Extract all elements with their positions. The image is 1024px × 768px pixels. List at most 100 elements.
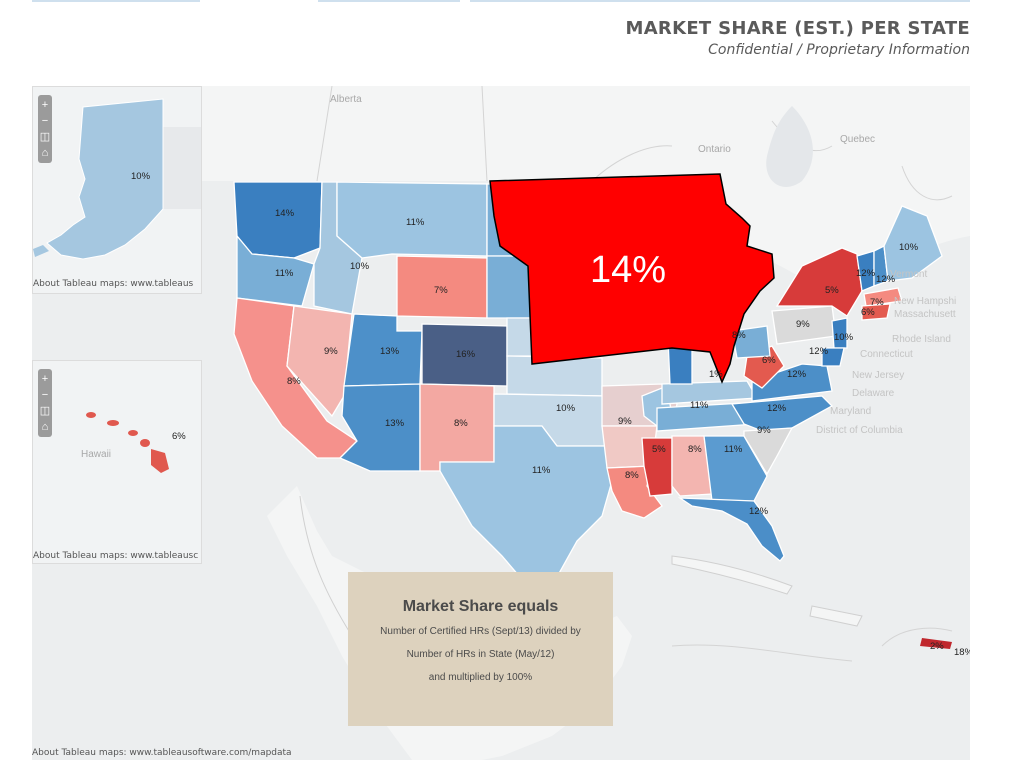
hawaii-map-controls: + − ◫ ⌂ [38, 369, 52, 437]
state-south-carolina[interactable] [743, 427, 794, 476]
zoom-in-icon[interactable]: + [41, 373, 49, 385]
label-massachusetts: 7% [870, 297, 884, 308]
legend-line-2: Number of HRs in State (May/12) [406, 649, 555, 660]
geo-label-alberta: Alberta [330, 94, 362, 105]
state-connecticut[interactable] [861, 303, 891, 321]
label-montana: 11% [406, 217, 425, 228]
hawaii-canvas: Hawaii 6% [81, 412, 186, 473]
state-iowa-highlight[interactable] [489, 173, 775, 384]
state-georgia[interactable] [703, 435, 768, 502]
state-south-dakota[interactable] [486, 255, 533, 319]
geo-label-dc: District of Columbia [816, 425, 903, 436]
top-border-mid [318, 0, 460, 2]
state-maine[interactable] [883, 205, 943, 282]
geo-label-new-hampshire: New Hampshi [894, 296, 956, 307]
alaska-inset[interactable]: 10% + − ◫ ⌂ About Tableau maps: www.tabl… [32, 86, 202, 294]
state-alaska[interactable] [46, 98, 164, 260]
hispaniola [809, 605, 863, 627]
zoom-out-icon[interactable]: − [41, 115, 49, 127]
label-washington: 14% [275, 208, 295, 219]
geo-label-hawaii: Hawaii [81, 449, 111, 460]
label-oklahoma: 10% [556, 403, 576, 414]
page-title: MARKET SHARE (EST.) PER STATE [625, 18, 970, 39]
label-new-york: 5% [825, 285, 839, 296]
attribution-hawaii[interactable]: About Tableau maps: www.tableausc [33, 551, 199, 561]
geo-label-quebec: Quebec [840, 134, 875, 145]
state-nevada[interactable] [286, 305, 353, 418]
label-new-hampshire: 12% [876, 274, 896, 285]
label-georgia: 11% [724, 444, 743, 455]
alaska-islands [33, 245, 49, 257]
zoom-out-icon[interactable]: − [41, 389, 49, 401]
select-area-icon[interactable]: ◫ [39, 405, 51, 417]
page-subtitle: Confidential / Proprietary Information [708, 42, 970, 58]
geo-label-rhode-island: Rhode Island [892, 334, 951, 345]
label-south-carolina: 9% [757, 425, 771, 436]
home-icon[interactable]: ⌂ [41, 147, 49, 159]
state-florida[interactable] [677, 497, 785, 562]
maui-shape [140, 439, 150, 447]
label-alaska: 10% [131, 171, 151, 182]
geo-label-ontario: Ontario [698, 144, 731, 155]
label-idaho: 10% [350, 261, 370, 272]
hawaii-inset[interactable]: Hawaii 6% + − ◫ ⌂ About Tableau maps: ww… [32, 360, 202, 564]
label-hawaii: 6% [172, 431, 186, 442]
label-maine: 10% [899, 242, 919, 253]
zoom-in-icon[interactable]: + [41, 99, 49, 111]
label-iowa-highlight: 14% [590, 249, 666, 291]
state-maryland[interactable] [821, 347, 845, 367]
state-massachusetts[interactable] [863, 287, 903, 307]
state-mississippi[interactable] [641, 437, 673, 497]
label-new-mexico: 8% [454, 418, 468, 429]
cuba [671, 555, 793, 595]
yukon-land [163, 127, 201, 209]
label-connecticut: 6% [861, 307, 875, 318]
select-area-icon[interactable]: ◫ [39, 131, 51, 143]
label-puerto-rico: 2% [930, 641, 944, 652]
label-north-carolina: 12% [767, 403, 787, 414]
legend-line-1: Number of Certified HRs (Sept/13) divide… [380, 626, 581, 637]
state-alabama[interactable] [671, 435, 713, 497]
state-ohio[interactable] [731, 325, 771, 359]
label-indiana: 8% [732, 330, 746, 341]
top-border-left [32, 0, 200, 2]
home-icon[interactable]: ⌂ [41, 421, 49, 433]
label-arizona: 13% [385, 418, 405, 429]
label-new-jersey: 10% [834, 332, 854, 343]
top-border-right [470, 0, 970, 2]
label-california: 8% [287, 376, 301, 387]
geo-label-connecticut: Connecticut [860, 349, 913, 360]
geo-label-vermont: Vermont [890, 269, 927, 280]
kauai-shape [86, 412, 96, 418]
state-virginia[interactable] [751, 363, 833, 402]
state-arizona[interactable] [338, 383, 421, 472]
puerto-rico-shape [920, 638, 952, 649]
geo-label-massachusetts: Massachusett [894, 309, 956, 320]
state-labels: 14% 11% 8% 9% 10% 11% 7% 13% 16% 13% 8% … [275, 208, 970, 658]
attribution-alaska[interactable]: About Tableau maps: www.tableaus [33, 279, 194, 289]
label-west-virginia: 6% [762, 355, 776, 366]
label-oregon: 11% [275, 268, 294, 279]
label-colorado: 16% [456, 349, 476, 360]
label-kentucky: 1% [709, 369, 723, 380]
alaska-map-controls: + − ◫ ⌂ [38, 95, 52, 163]
geo-label-delaware: Delaware [852, 388, 895, 399]
label-vermont: 12% [856, 268, 876, 279]
hudson-bay [766, 106, 813, 187]
oahu-shape [107, 420, 119, 426]
state-new-jersey[interactable] [831, 317, 848, 349]
attribution-main[interactable]: About Tableau maps: www.tableausoftware.… [32, 748, 292, 758]
label-louisiana: 8% [625, 470, 639, 481]
alaska-canvas: 10% [33, 98, 201, 260]
label-pennsylvania: 9% [796, 319, 810, 330]
label-texas: 11% [532, 465, 551, 476]
geo-label-new-jersey: New Jersey [852, 370, 904, 381]
market-share-legend: Market Share equals Number of Certified … [348, 572, 613, 726]
label-maryland: 12% [809, 346, 829, 357]
big-island-shape [151, 449, 169, 473]
label-nevada: 9% [324, 346, 338, 357]
label-alabama: 8% [688, 444, 702, 455]
label-virgin-islands: 18% [954, 647, 970, 658]
label-tennessee: 11% [690, 400, 709, 411]
state-washington[interactable] [233, 181, 323, 259]
